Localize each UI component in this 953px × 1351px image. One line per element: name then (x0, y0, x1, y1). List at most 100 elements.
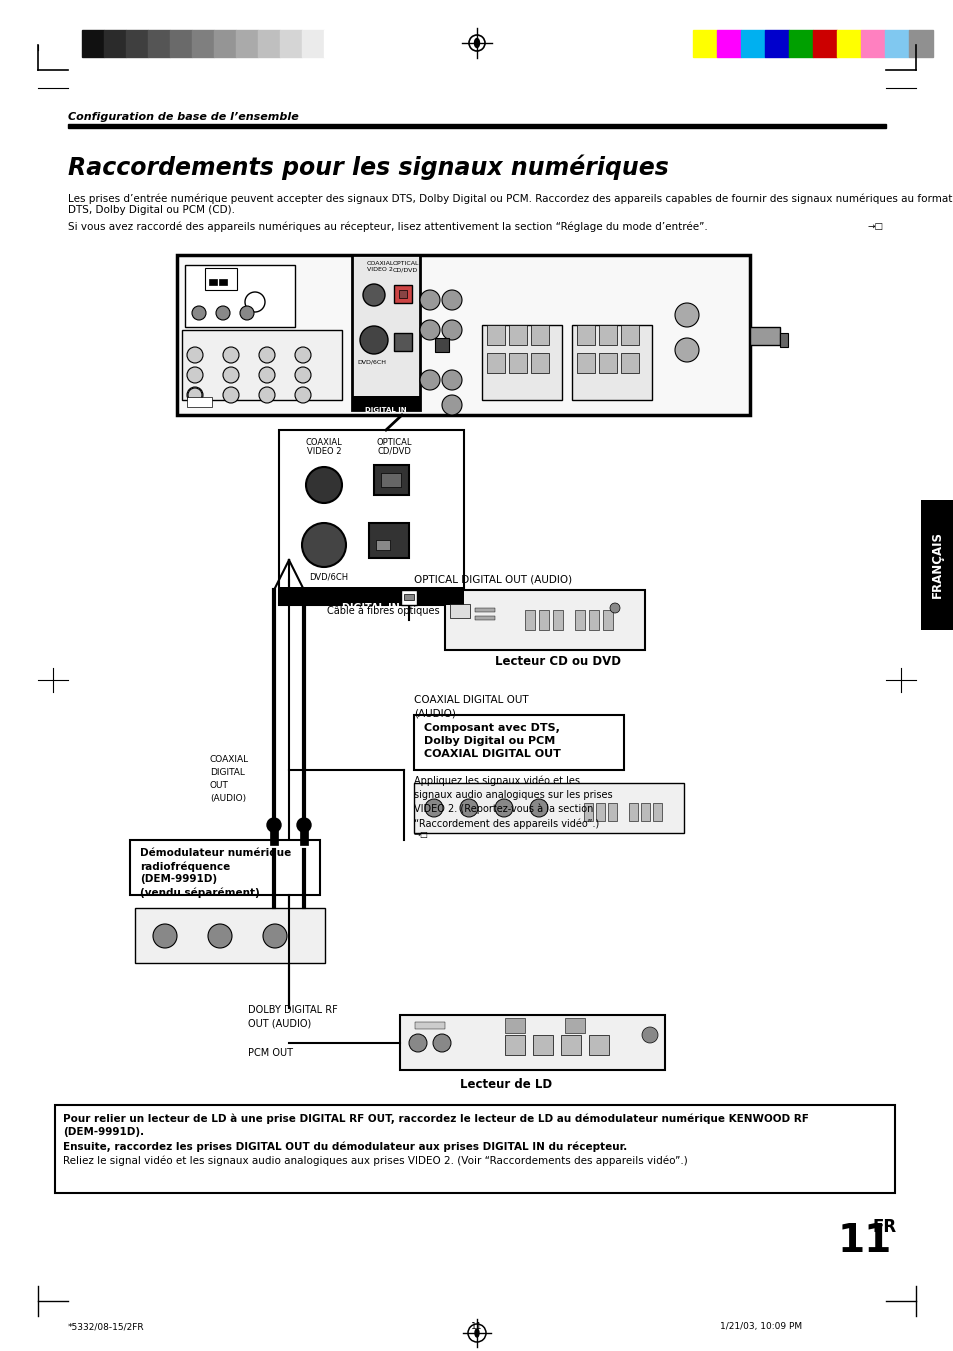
Bar (170, 30, 192, 57)
Text: →□: →□ (867, 222, 883, 231)
Bar (475, 608, 495, 612)
Text: OUT: OUT (210, 781, 229, 790)
Bar (620, 353, 639, 373)
Bar (575, 611, 584, 630)
Text: Si vous avez raccordé des appareils numériques au récepteur, lisez attentivement: Si vous avez raccordé des appareils numé… (68, 222, 707, 232)
Bar (602, 611, 613, 630)
Text: COAXIAL DIGITAL OUT: COAXIAL DIGITAL OUT (414, 694, 528, 705)
Bar (235, 30, 257, 57)
Circle shape (675, 338, 699, 362)
Bar (414, 715, 623, 770)
Text: Lecteur de LD: Lecteur de LD (459, 1078, 552, 1092)
Text: OPTICAL: OPTICAL (375, 438, 412, 447)
Bar (607, 802, 617, 821)
Circle shape (296, 817, 311, 832)
Text: (DEM-9991D).: (DEM-9991D). (63, 1127, 144, 1138)
Bar (764, 30, 788, 57)
Bar (177, 255, 749, 415)
Circle shape (363, 284, 385, 305)
Bar (104, 30, 126, 57)
Circle shape (641, 1027, 658, 1043)
Text: CD/DVD: CD/DVD (393, 267, 417, 272)
Bar (192, 30, 213, 57)
Text: COAXIAL DIGITAL OUT: COAXIAL DIGITAL OUT (423, 748, 560, 759)
Bar (415, 1021, 444, 1029)
Text: Composant avec DTS,: Composant avec DTS, (423, 723, 559, 734)
Text: Dolby Digital ou PCM: Dolby Digital ou PCM (423, 736, 555, 746)
Bar (182, 330, 341, 400)
Bar (531, 353, 548, 373)
Circle shape (294, 386, 311, 403)
Text: COAXIAL: COAXIAL (305, 438, 342, 447)
Bar (524, 611, 535, 630)
Bar (148, 30, 170, 57)
Text: OPTICAL: OPTICAL (393, 261, 419, 266)
Bar (486, 353, 504, 373)
Text: (vendu séparément): (vendu séparément) (140, 888, 259, 897)
Text: Câble à fibres optiques: Câble à fibres optiques (327, 605, 439, 616)
Bar (219, 280, 227, 285)
Bar (324, 30, 334, 57)
Text: 11: 11 (837, 1223, 891, 1260)
Bar (583, 802, 593, 821)
Bar (598, 353, 617, 373)
Text: PCM OUT: PCM OUT (248, 1048, 293, 1058)
Text: DVD/6CH: DVD/6CH (309, 573, 348, 582)
Bar (394, 285, 412, 303)
Circle shape (267, 817, 281, 832)
Text: DIGITAL IN: DIGITAL IN (365, 407, 406, 413)
Bar (908, 30, 932, 57)
Circle shape (240, 305, 253, 320)
Text: Lecteur CD ou DVD: Lecteur CD ou DVD (495, 655, 620, 667)
Bar (299, 820, 308, 844)
Circle shape (495, 798, 513, 817)
Text: (AUDIO): (AUDIO) (210, 794, 246, 802)
Bar (588, 1035, 608, 1055)
Circle shape (409, 1034, 427, 1052)
Text: CD/DVD: CD/DVD (376, 447, 411, 457)
Text: COAXIAL: COAXIAL (210, 755, 249, 765)
Text: radiofréquence: radiofréquence (140, 861, 230, 871)
Text: OPTICAL DIGITAL OUT (AUDIO): OPTICAL DIGITAL OUT (AUDIO) (414, 576, 572, 585)
Bar (435, 338, 449, 353)
Circle shape (441, 320, 461, 340)
Bar (444, 590, 644, 650)
Circle shape (441, 370, 461, 390)
Circle shape (306, 467, 341, 503)
Text: DVD/6CH: DVD/6CH (356, 359, 386, 365)
Bar (692, 30, 717, 57)
Bar (257, 30, 280, 57)
Circle shape (302, 523, 346, 567)
Bar (394, 332, 412, 351)
Circle shape (187, 386, 203, 403)
Text: DIGITAL IN: DIGITAL IN (342, 603, 399, 613)
Circle shape (294, 347, 311, 363)
Text: DOLBY DIGITAL RF: DOLBY DIGITAL RF (248, 1005, 337, 1015)
Bar (403, 594, 414, 600)
Text: (AUDIO): (AUDIO) (414, 708, 456, 717)
Bar (126, 30, 148, 57)
Circle shape (294, 367, 311, 382)
Text: 1/21/03, 10:09 PM: 1/21/03, 10:09 PM (720, 1323, 801, 1331)
Bar (205, 267, 236, 290)
Bar (509, 326, 526, 345)
Bar (509, 353, 526, 373)
Bar (399, 1015, 664, 1070)
Text: 11: 11 (471, 1323, 482, 1331)
Bar (812, 30, 836, 57)
Bar (640, 802, 649, 821)
Bar (185, 265, 294, 327)
Bar (270, 820, 277, 844)
Circle shape (258, 367, 274, 382)
Circle shape (433, 1034, 451, 1052)
Bar (504, 1035, 524, 1055)
Bar (280, 30, 302, 57)
Bar (598, 326, 617, 345)
Circle shape (188, 388, 202, 403)
Bar (209, 280, 216, 285)
Circle shape (215, 305, 230, 320)
Circle shape (359, 326, 388, 354)
Circle shape (245, 292, 265, 312)
Text: Reliez le signal vidéo et les signaux audio analogiques aux prises VIDEO 2. (Voi: Reliez le signal vidéo et les signaux au… (63, 1155, 687, 1166)
Bar (717, 30, 740, 57)
